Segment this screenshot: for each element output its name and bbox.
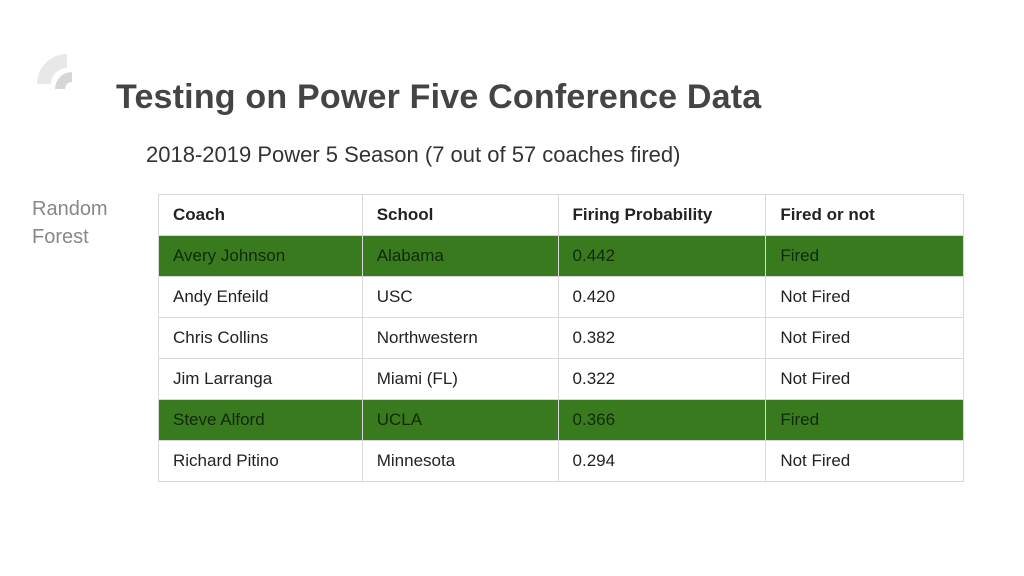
table-cell: Minnesota [362,441,558,482]
table-header: Fired or not [766,195,964,236]
table-cell: Richard Pitino [159,441,363,482]
results-table: Coach School Firing Probability Fired or… [158,194,964,482]
table-cell: USC [362,277,558,318]
table-row: Jim Larranga Miami (FL) 0.322 Not Fired [159,359,964,400]
table-row: Avery Johnson Alabama 0.442 Fired [159,236,964,277]
table-cell: 0.322 [558,359,766,400]
table-cell: 0.294 [558,441,766,482]
model-label-line1: Random [32,198,108,220]
table-cell: 0.420 [558,277,766,318]
table-row: Steve Alford UCLA 0.366 Fired [159,400,964,441]
table-cell: Fired [766,400,964,441]
page-subtitle: 2018-2019 Power 5 Season (7 out of 57 co… [146,142,680,168]
table-cell: Avery Johnson [159,236,363,277]
table-cell: 0.366 [558,400,766,441]
table-header: Firing Probability [558,195,766,236]
table-row: Chris Collins Northwestern 0.382 Not Fir… [159,318,964,359]
table-cell: Not Fired [766,277,964,318]
table-cell: 0.382 [558,318,766,359]
table-cell: Not Fired [766,318,964,359]
model-label-line2: Forest [32,226,89,248]
table-cell: Steve Alford [159,400,363,441]
table-cell: Northwestern [362,318,558,359]
table-row: Andy Enfeild USC 0.420 Not Fired [159,277,964,318]
table-cell: Not Fired [766,359,964,400]
table-cell: Chris Collins [159,318,363,359]
table-cell: Fired [766,236,964,277]
corner-decoration [55,72,115,132]
model-label: Random Forest [32,195,142,251]
table-header: Coach [159,195,363,236]
table-row: Richard Pitino Minnesota 0.294 Not Fired [159,441,964,482]
table-cell: Jim Larranga [159,359,363,400]
table-cell: UCLA [362,400,558,441]
table-header: School [362,195,558,236]
table-cell: Alabama [362,236,558,277]
table-cell: Andy Enfeild [159,277,363,318]
table-cell: Not Fired [766,441,964,482]
table-header-row: Coach School Firing Probability Fired or… [159,195,964,236]
table-cell: 0.442 [558,236,766,277]
table-cell: Miami (FL) [362,359,558,400]
page-title: Testing on Power Five Conference Data [116,78,761,117]
